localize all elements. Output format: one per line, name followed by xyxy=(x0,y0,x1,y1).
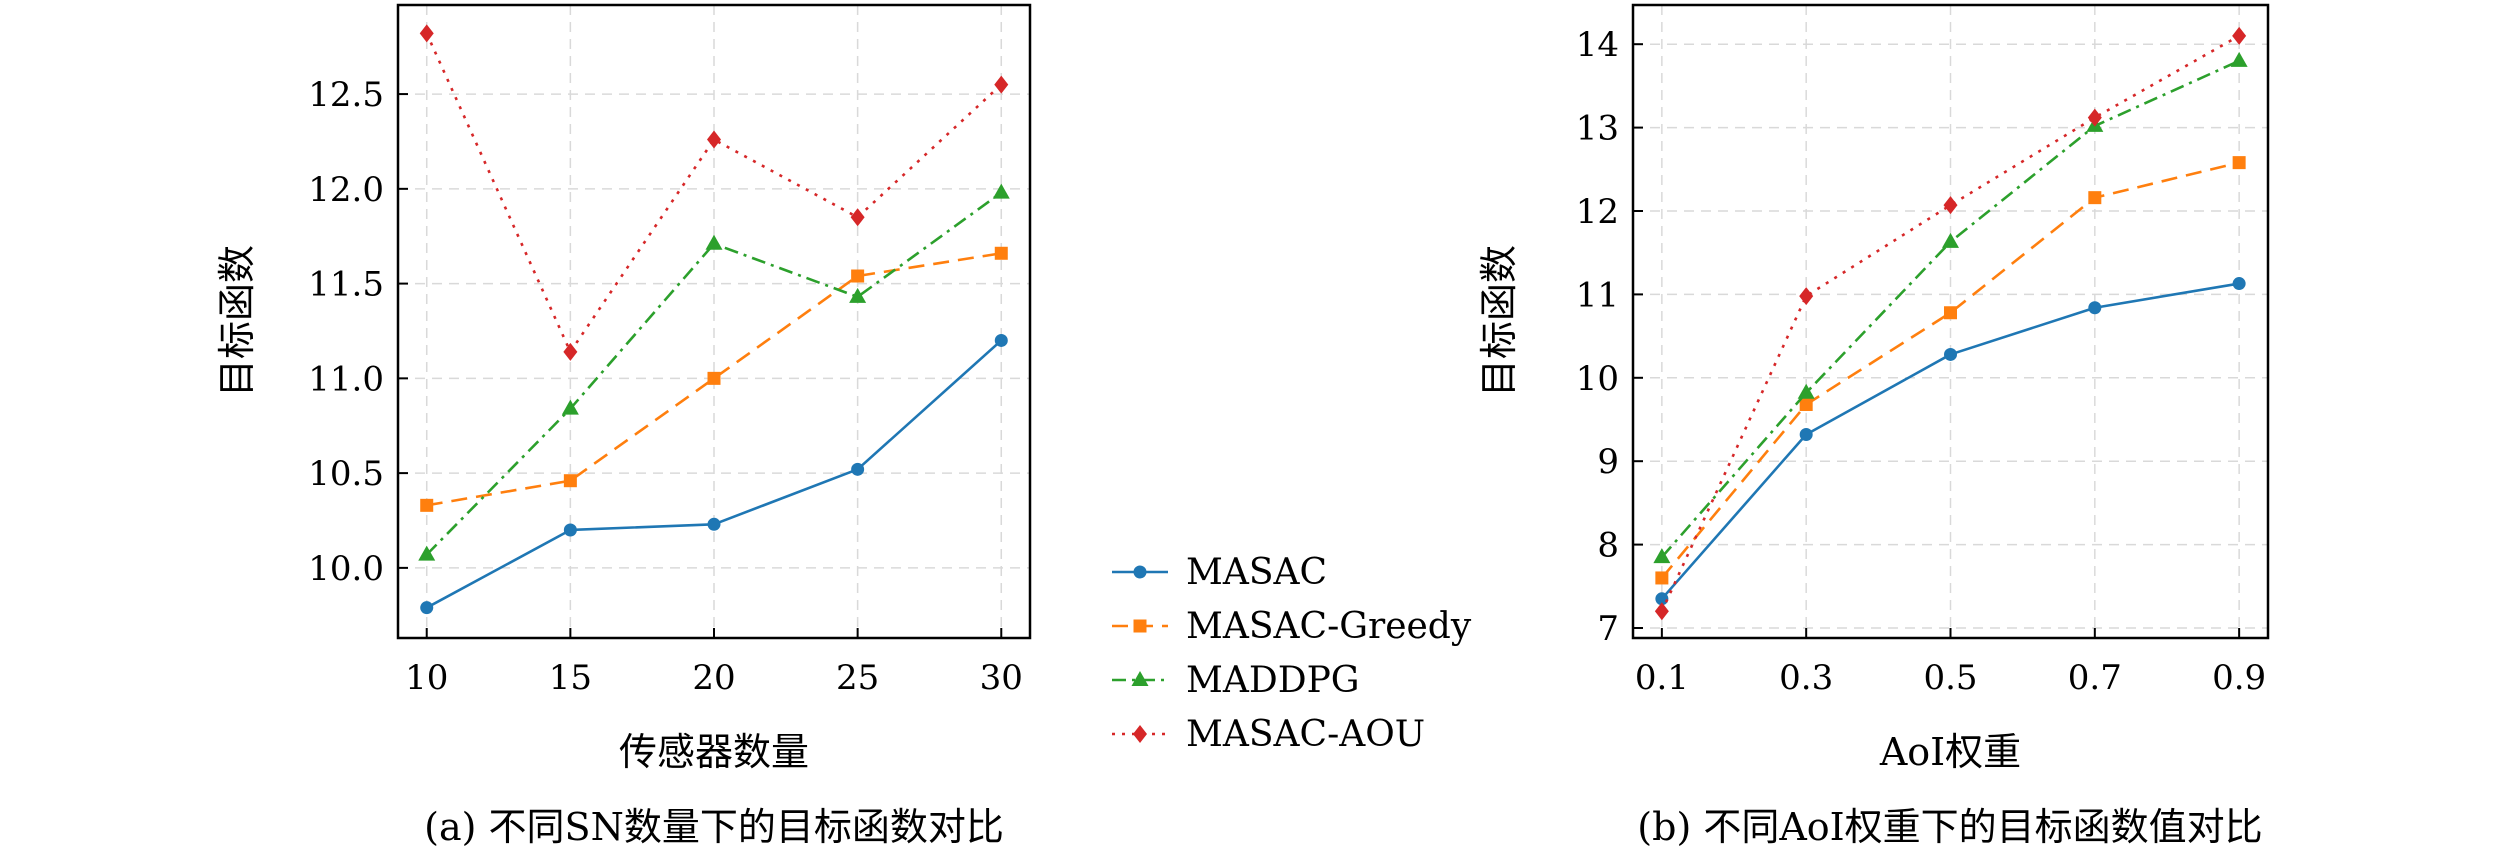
legend-label: MASAC-Greedy xyxy=(1186,606,1472,647)
panel-a-y-tick-label: 11.0 xyxy=(308,359,384,399)
legend-entry-masac: MASAC xyxy=(1112,552,1327,593)
panel-b-chart: 0.1 0.3 0.5 0.7 0.9 7 8 9 10 11 12 13 14 AoI权重 目标函数 (b)… xyxy=(1477,3,2270,849)
panel-a-data-point xyxy=(851,462,865,476)
panel-a-data-point xyxy=(420,498,434,512)
panel-b-y-tick-label: 10 xyxy=(1576,359,1619,399)
panel-a-series-masac xyxy=(420,333,1008,615)
panel-a-grid xyxy=(398,5,1030,638)
panel-b-data-point xyxy=(2232,277,2246,291)
panel-a-y-tick-label: 10.5 xyxy=(308,454,384,494)
legend: MASAC MASAC-Greedy MADDPG MASAC-AOU xyxy=(1112,552,1472,755)
panel-b-data-point xyxy=(1799,397,1813,411)
panel-b-data-point xyxy=(1797,383,1815,399)
panel-a-data-point xyxy=(994,333,1008,347)
panel-b-data-point xyxy=(1942,232,1959,248)
panel-a-data-point xyxy=(707,130,721,149)
panel-b-data-point xyxy=(1655,592,1669,606)
legend-label: MADDPG xyxy=(1186,660,1360,701)
panel-a-x-tick-label: 25 xyxy=(836,658,879,698)
panel-a-data-point xyxy=(561,399,579,415)
panel-b-x-tick-label: 0.5 xyxy=(1923,658,1977,698)
legend-entry-masac-aou: MASAC-AOU xyxy=(1112,714,1425,755)
panel-a-data-point xyxy=(418,545,436,561)
panel-a-series-line xyxy=(425,32,1003,354)
legend-marker xyxy=(1131,671,1149,686)
panel-a-data-point xyxy=(563,523,577,537)
panel-b-y-axis-title: 目标函数 xyxy=(1477,245,1521,397)
panel-b-y-tick-label: 13 xyxy=(1576,109,1619,149)
panel-a-data-point xyxy=(419,24,434,43)
legend-label: MASAC xyxy=(1186,552,1327,593)
panel-a-y-tick-label: 12.0 xyxy=(308,170,384,210)
panel-a-series-maddpg xyxy=(418,183,1010,561)
panel-a-y-tick-label: 12.5 xyxy=(308,75,384,115)
panel-b-grid xyxy=(1633,5,2268,638)
panel-b-x-tick-label: 0.7 xyxy=(2068,658,2122,698)
legend-marker xyxy=(1133,619,1147,633)
panel-a-data-point xyxy=(420,601,434,615)
panel-a-x-tick-label: 30 xyxy=(980,658,1023,698)
panel-b-series-line xyxy=(1660,161,2240,579)
panel-b-y-tick-label: 7 xyxy=(1597,609,1619,649)
panel-a-data-point xyxy=(850,208,865,227)
panel-b-data-point xyxy=(2088,301,2102,315)
legend-marker xyxy=(1133,565,1147,579)
legend-label: MASAC-AOU xyxy=(1186,714,1425,755)
legend-entry-masac-greedy: MASAC-Greedy xyxy=(1112,606,1472,647)
panel-a-series-line xyxy=(425,191,1003,556)
panel-b-caption: (b) 不同AoI权重下的目标函数值对比 xyxy=(1637,805,2262,849)
panel-b-data-point xyxy=(2232,156,2246,170)
panel-a-data-point xyxy=(849,287,867,303)
panel-b-series-masac-greedy xyxy=(1655,156,2246,585)
panel-b-data-point xyxy=(1654,602,1669,621)
panel-a-data-point xyxy=(705,234,723,250)
panel-a-data-point xyxy=(563,342,578,361)
panel-a-data-point xyxy=(992,183,1010,199)
panel-b-series-masac xyxy=(1655,277,2246,606)
panel-a-data-point xyxy=(851,269,865,283)
panel-b-y-tick-label: 11 xyxy=(1576,275,1619,315)
panel-a-x-axis-title: 传感器数量 xyxy=(619,730,809,774)
panel-a-y-tick-label: 11.5 xyxy=(308,265,384,305)
panel-b-data-point xyxy=(2088,191,2102,205)
panel-b-data-point xyxy=(1944,306,1957,320)
panel-a-x-tick-label: 10 xyxy=(405,658,448,698)
panel-b-data-point xyxy=(1799,287,1814,306)
panel-b-x-tick-label: 0.9 xyxy=(2212,658,2266,698)
panel-b-x-tick-label: 0.3 xyxy=(1779,658,1833,698)
panel-b-series-masac-aou xyxy=(1654,26,2247,621)
panel-a-data-point xyxy=(707,517,721,531)
panel-a-chart: 10 15 20 25 30 10.0 10.5 11.0 11.5 12.0 12.5 传感器数量 目… xyxy=(215,3,1032,849)
panel-a-data-point xyxy=(994,246,1008,260)
panel-b-data-point xyxy=(1944,347,1957,361)
panel-a-y-axis-title: 目标函数 xyxy=(215,245,259,397)
panel-b-data-point xyxy=(2087,108,2102,127)
panel-b-y-tick-label: 9 xyxy=(1597,442,1619,482)
panel-b-series-maddpg xyxy=(1653,51,2248,564)
panel-b-y-tick-label: 8 xyxy=(1597,526,1619,566)
panel-b-x-axis-title: AoI权重 xyxy=(1879,730,2021,774)
panel-b-series-line xyxy=(1660,34,2240,612)
panel-a-caption: (a) 不同SN数量下的目标函数对比 xyxy=(424,805,1004,849)
panel-b-data-point xyxy=(1799,428,1813,442)
panel-b-data-point xyxy=(1655,571,1669,585)
panel-a-series-masac-greedy xyxy=(420,246,1008,512)
legend-entry-maddpg: MADDPG xyxy=(1112,660,1360,701)
panel-b-y-tick-label: 12 xyxy=(1576,192,1619,232)
panel-b-data-point xyxy=(1653,548,1671,564)
panel-b-data-point xyxy=(2230,51,2248,67)
panel-b-data-point xyxy=(1943,196,1958,215)
panel-a-x-tick-label: 20 xyxy=(692,658,735,698)
panel-a-data-point xyxy=(563,474,577,488)
panel-a-data-point xyxy=(994,75,1009,94)
panel-b-data-point xyxy=(2232,26,2247,45)
panel-b-y-tick-label: 14 xyxy=(1576,25,1619,65)
panel-a-data-point xyxy=(707,371,721,385)
legend-marker xyxy=(1133,725,1147,743)
panel-b-x-tick-label: 0.1 xyxy=(1635,658,1689,698)
panel-a-series-masac-aou xyxy=(419,24,1009,361)
panel-a-y-tick-label: 10.0 xyxy=(308,549,384,589)
panel-a-x-tick-label: 15 xyxy=(549,658,592,698)
